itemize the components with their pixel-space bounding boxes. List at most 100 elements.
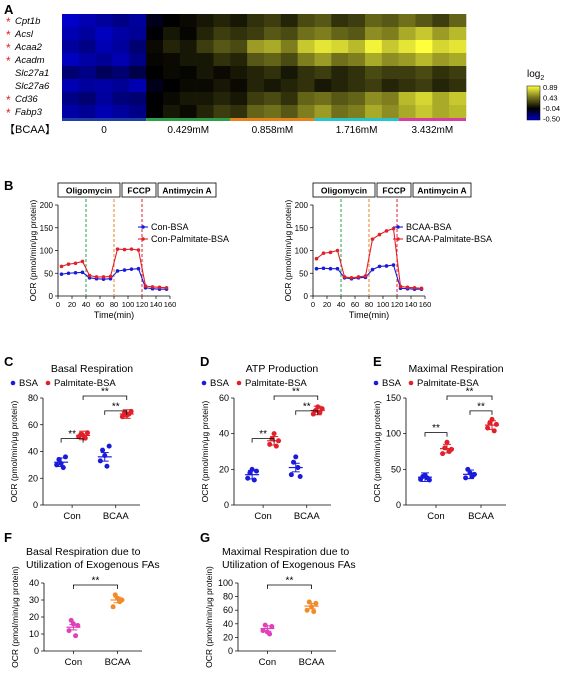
data-point xyxy=(73,270,78,275)
bcaa-label: 【BCAA】 xyxy=(4,123,56,136)
data-point xyxy=(391,226,396,231)
heatmap-cell xyxy=(230,105,248,119)
data-point xyxy=(444,439,450,445)
injection-box xyxy=(57,182,121,198)
legend-tick: -0.50 xyxy=(543,115,560,124)
heatmap-cell xyxy=(146,92,164,106)
legend-tick: 0.89 xyxy=(543,83,558,92)
significance-bracket xyxy=(60,438,84,443)
y-tick-label: 0 xyxy=(49,292,54,301)
heatmap-cell xyxy=(230,92,248,106)
data-point xyxy=(356,275,361,279)
data-point xyxy=(66,262,71,266)
group-label: 0.858mM xyxy=(252,125,294,136)
y-tick-label: 20 xyxy=(223,632,233,642)
heatmap-cell xyxy=(163,66,181,80)
heatmap-cell xyxy=(348,66,366,80)
chart-title: Basal Respiration xyxy=(51,363,133,375)
heatmap-cell xyxy=(95,105,113,119)
heatmap-cell xyxy=(179,79,197,93)
data-point xyxy=(297,473,303,479)
heatmap-cell xyxy=(264,27,282,41)
data-point xyxy=(363,274,368,278)
heatmap-cell xyxy=(381,40,399,54)
heatmap-cell xyxy=(112,79,130,93)
heatmap-cell xyxy=(449,27,467,41)
heatmap-cell xyxy=(449,105,467,119)
heatmap-cell xyxy=(62,53,80,67)
heatmap-cell xyxy=(112,66,130,80)
heatmap-cell xyxy=(280,40,298,54)
significance-star: * xyxy=(6,15,11,29)
heatmap-cell xyxy=(297,53,315,67)
heatmap-cell xyxy=(95,92,113,106)
heatmap-cell xyxy=(297,27,315,41)
significance-bracket xyxy=(295,410,319,415)
heatmap-cell xyxy=(449,92,467,106)
heatmap-cell xyxy=(179,53,197,67)
data-point xyxy=(288,472,294,478)
heatmap-cell xyxy=(163,92,181,106)
heatmap-cell xyxy=(146,27,164,41)
y-tick-label: 40 xyxy=(219,429,229,439)
heatmap-cell xyxy=(314,79,332,93)
legend-marker xyxy=(373,380,379,386)
heatmap-cell xyxy=(415,40,433,54)
heatmap-cell xyxy=(196,79,214,93)
heatmap-cell xyxy=(314,92,332,106)
heatmap-cell xyxy=(112,40,130,54)
heatmap-cell xyxy=(297,105,315,119)
significance-label: ** xyxy=(432,423,440,434)
heatmap-cell xyxy=(247,79,265,93)
data-point xyxy=(106,443,112,449)
group-label: 0.429mM xyxy=(167,125,209,136)
significance-star: * xyxy=(6,93,11,107)
heatmap-cell xyxy=(280,92,298,106)
group-color-bars xyxy=(62,118,466,121)
significance-label: ** xyxy=(292,387,300,398)
data-point xyxy=(164,286,169,290)
heatmap-cell xyxy=(381,79,399,93)
significance-bracket xyxy=(82,395,128,400)
x-tick-label: 160 xyxy=(419,300,432,309)
legend-title-main: log xyxy=(527,69,540,80)
x-tick-label: 20 xyxy=(68,300,76,309)
x-tick-label: BCAA xyxy=(105,657,132,668)
heatmap-cell xyxy=(213,53,231,67)
heatmap-cell xyxy=(365,14,383,28)
heatmap-cell xyxy=(179,14,197,28)
heatmap-cell xyxy=(95,40,113,54)
heatmap-cell xyxy=(432,14,450,28)
gene-label: Slc27a1 xyxy=(15,68,49,79)
heatmap-cell xyxy=(230,66,248,80)
chart-title-line: Utilization of Exogenous FAs xyxy=(26,559,160,571)
x-tick-label: BCAA xyxy=(468,511,495,522)
heatmap-cell xyxy=(78,27,96,41)
legend-marker xyxy=(45,380,51,386)
x-axis-label: Time(min) xyxy=(349,310,389,320)
data-point xyxy=(349,276,354,280)
significance-bracket xyxy=(73,584,118,589)
heatmap-cell xyxy=(146,66,164,80)
heatmap-cell xyxy=(230,40,248,54)
group-bar xyxy=(230,118,315,121)
data-point xyxy=(335,266,340,271)
heatmap-cell xyxy=(331,79,349,93)
data-point xyxy=(122,268,127,272)
series-line xyxy=(61,268,167,290)
x-tick-label: 0 xyxy=(311,300,315,309)
heatmap-cell xyxy=(280,79,298,93)
data-point xyxy=(448,446,454,452)
heatmap-cell xyxy=(449,40,467,54)
heatmap-cell xyxy=(432,66,450,80)
heatmap-cell xyxy=(62,105,80,119)
data-point xyxy=(440,451,446,457)
gene-label: Acsl xyxy=(14,29,34,40)
heatmap-cell xyxy=(264,92,282,106)
group-label: 0 xyxy=(101,125,107,136)
data-point xyxy=(73,261,78,266)
significance-label: ** xyxy=(286,576,294,587)
heatmap-cell xyxy=(280,14,298,28)
heatmap-cell xyxy=(62,79,80,93)
data-point xyxy=(493,421,499,427)
